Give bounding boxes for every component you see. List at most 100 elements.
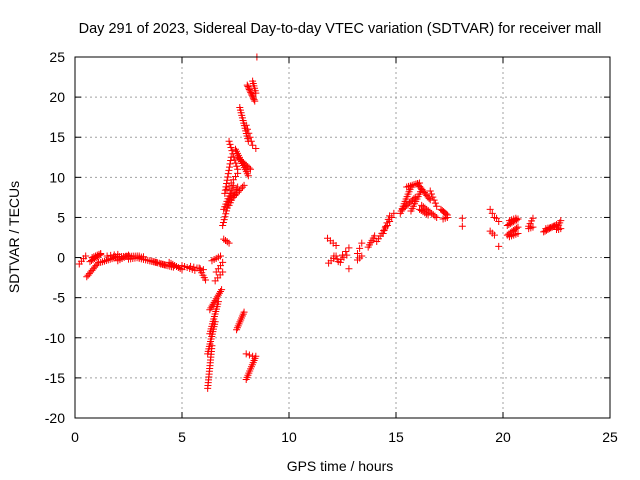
- data-point: [207, 304, 215, 312]
- data-point: [187, 262, 195, 270]
- data-point: [388, 213, 396, 221]
- data-point: [224, 170, 232, 178]
- data-point: [488, 209, 496, 217]
- data-point: [495, 242, 503, 250]
- data-point: [227, 143, 235, 151]
- data-point: [107, 251, 115, 259]
- x-tick-label: 5: [178, 429, 186, 445]
- data-point: [225, 239, 233, 247]
- data-point: [242, 121, 250, 129]
- data-point: [442, 210, 450, 218]
- data-point: [219, 221, 227, 229]
- x-tick-label: 0: [71, 429, 79, 445]
- data-point: [245, 85, 253, 93]
- y-tick-label: 5: [57, 209, 65, 225]
- data-point: [383, 221, 391, 229]
- data-point: [93, 260, 101, 268]
- data-points: [75, 53, 565, 392]
- data-point: [229, 193, 237, 201]
- data-point: [227, 157, 235, 165]
- data-point: [218, 286, 226, 294]
- data-point: [223, 176, 231, 184]
- data-point: [95, 250, 103, 258]
- data-point: [252, 352, 260, 360]
- y-tick-label: 10: [49, 169, 65, 185]
- x-tick-label: 20: [495, 429, 511, 445]
- data-point: [219, 219, 227, 227]
- data-point: [490, 231, 498, 239]
- data-point: [247, 137, 255, 145]
- data-point: [486, 205, 494, 213]
- data-point: [231, 192, 239, 200]
- data-point: [97, 250, 105, 258]
- data-point: [345, 244, 353, 252]
- data-point: [252, 144, 260, 152]
- data-point: [353, 250, 361, 258]
- data-point: [214, 298, 222, 306]
- data-point: [211, 318, 219, 326]
- data-point: [88, 254, 96, 262]
- plot-border: [74, 56, 611, 419]
- data-point: [252, 89, 260, 97]
- data-point: [221, 186, 229, 194]
- data-point: [250, 96, 258, 104]
- data-point: [219, 258, 227, 266]
- y-tick-label: 25: [49, 49, 65, 65]
- data-point: [240, 181, 248, 189]
- data-point: [390, 209, 398, 217]
- data-point: [512, 224, 520, 232]
- data-point: [458, 214, 466, 222]
- data-point: [202, 276, 210, 284]
- y-tick-label: -10: [45, 330, 65, 346]
- data-point: [232, 159, 240, 167]
- data-point: [211, 297, 219, 305]
- data-point: [233, 162, 241, 170]
- data-point: [332, 242, 340, 250]
- data-point: [429, 193, 437, 201]
- data-point: [339, 251, 346, 259]
- data-point: [224, 173, 232, 181]
- data-point: [247, 88, 255, 96]
- y-axis-label: SDTVAR / TECUs: [6, 181, 22, 293]
- data-point: [213, 293, 221, 301]
- data-point: [342, 248, 350, 256]
- x-tick-label: 15: [388, 429, 404, 445]
- grid-lines: [75, 57, 610, 418]
- data-point: [243, 81, 251, 89]
- data-point: [208, 342, 216, 350]
- data-point: [240, 308, 248, 316]
- data-point: [431, 212, 439, 220]
- data-point: [244, 172, 252, 180]
- data-point: [433, 202, 441, 210]
- data-point: [358, 239, 366, 247]
- data-point: [249, 94, 257, 102]
- data-point: [93, 251, 101, 259]
- data-point: [251, 97, 259, 105]
- data-point: [386, 217, 394, 225]
- data-point: [245, 351, 253, 359]
- data-point: [330, 252, 338, 260]
- data-point: [249, 93, 257, 101]
- data-point: [222, 236, 230, 244]
- data-point: [228, 147, 236, 155]
- data-point: [379, 229, 387, 237]
- y-tick-label: -5: [53, 290, 66, 306]
- data-point: [217, 252, 225, 260]
- data-point: [245, 164, 253, 172]
- data-point: [220, 235, 228, 243]
- x-axis-label: GPS time / hours: [287, 458, 394, 474]
- data-point: [242, 350, 250, 358]
- data-point: [425, 194, 433, 202]
- data-point: [426, 187, 434, 195]
- data-point: [208, 302, 216, 310]
- data-point: [232, 190, 240, 198]
- axis-ticks: 0 5 10 15 20 25 -20 -15 -10 -5 0 5 10 15 20 25: [45, 49, 618, 445]
- x-tick-label: 10: [281, 429, 297, 445]
- data-point: [430, 196, 438, 204]
- data-point: [215, 289, 223, 297]
- data-point: [225, 166, 233, 174]
- data-point: [223, 238, 231, 246]
- data-point: [226, 140, 234, 148]
